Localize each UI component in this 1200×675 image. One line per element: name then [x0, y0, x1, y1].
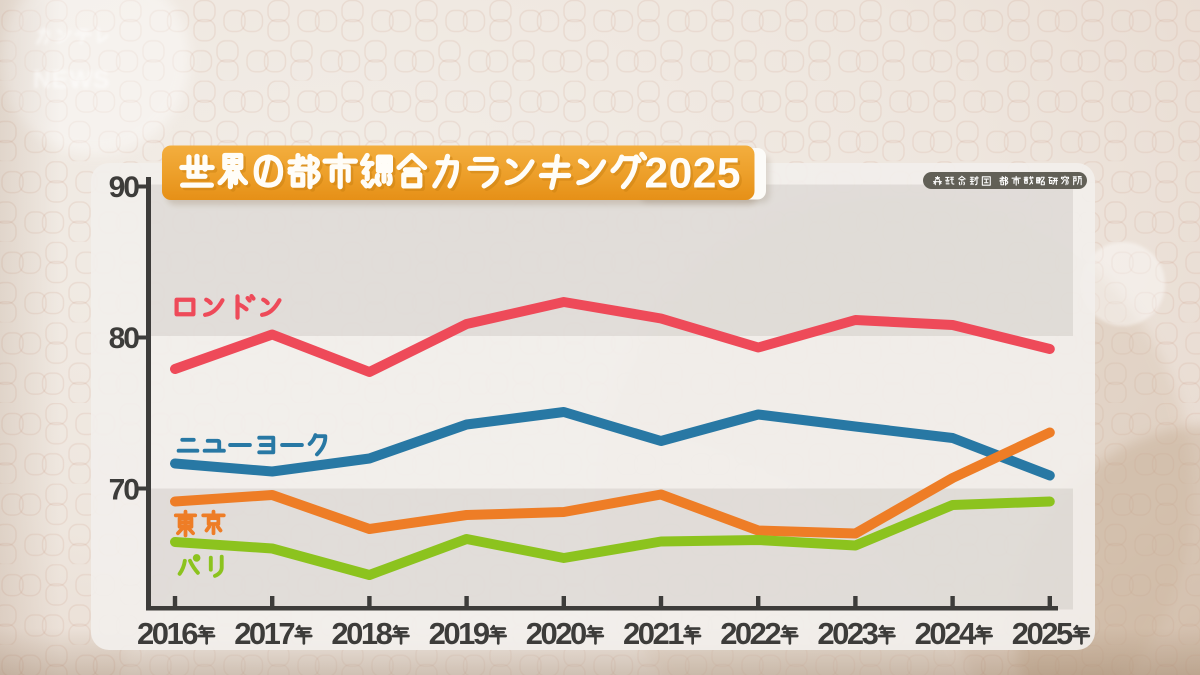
svg-text:90: 90 — [109, 171, 140, 204]
svg-text:2016: 2016 — [137, 616, 198, 651]
svg-text:2025: 2025 — [647, 153, 744, 200]
svg-text:2020: 2020 — [526, 616, 586, 651]
svg-text:70: 70 — [109, 474, 140, 507]
svg-text:2021: 2021 — [623, 616, 684, 651]
svg-text:2025: 2025 — [645, 151, 742, 198]
svg-text:2019: 2019 — [429, 616, 490, 651]
svg-text:NEWS: NEWS — [33, 66, 110, 94]
svg-text:2024: 2024 — [915, 616, 977, 651]
svg-text:2022: 2022 — [720, 616, 780, 651]
svg-text:2023: 2023 — [817, 616, 878, 651]
svg-text:2025: 2025 — [1012, 616, 1073, 651]
svg-text:2018: 2018 — [331, 616, 392, 651]
svg-text:80: 80 — [109, 322, 140, 355]
svg-text:2017: 2017 — [234, 616, 294, 651]
